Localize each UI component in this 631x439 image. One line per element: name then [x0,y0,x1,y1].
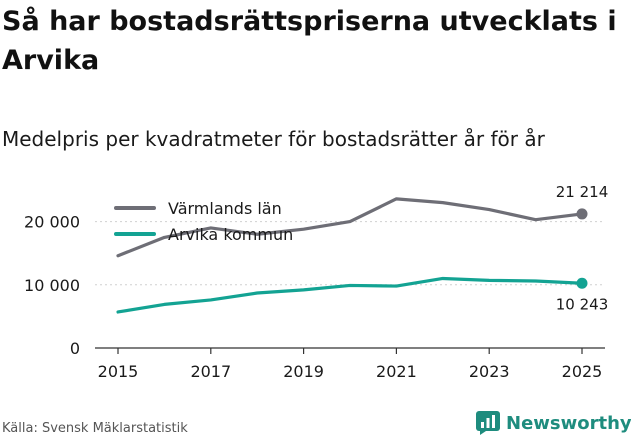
x-tick-label: 2021 [376,362,417,381]
brand-logo[interactable]: Newsworthy [476,408,631,438]
y-tick-label: 20 000 [24,213,80,232]
legend-label-varmland: Värmlands län [168,198,282,218]
axis-layer: 0 10 000 20 000 2015 2017 2019 2021 2023 2025 [24,213,605,381]
chart-subtitle: Medelpris per kvadratmeter för bostadsrä… [2,127,545,151]
series-end-point-0 [576,208,588,220]
series-end-label-0: 21 214 [556,183,609,201]
series-end-point-1 [576,277,588,289]
x-tick-label: 2023 [469,362,510,381]
legend-item-varmland: Värmlands län [114,195,293,221]
x-tick-label: 2017 [190,362,231,381]
legend-label-arvika: Arvika kommun [168,224,294,244]
newsworthy-logo-icon [476,411,500,435]
x-tick-label: 2025 [562,362,603,381]
source-note: Källa: Svensk Mäklarstatistik [2,421,188,436]
series-line-1 [116,276,584,314]
series-layer [116,197,588,314]
series-end-label-1: 10 243 [556,295,609,313]
brand-name: Newsworthy [506,412,631,434]
x-tick-label: 2015 [98,362,139,381]
x-tick-label: 2019 [283,362,324,381]
legend-swatch-varmland [114,206,156,210]
legend-item-arvika: Arvika kommun [114,221,293,247]
chart-legend: Värmlands län Arvika kommun [114,195,293,247]
y-tick-label: 10 000 [24,276,80,295]
chart-title: Så har bostadsrättspriserna utvecklats i… [2,6,617,76]
y-tick-label: 0 [70,339,80,358]
legend-swatch-arvika [114,232,156,236]
label-layer: 21 214 10 243 [556,183,609,313]
